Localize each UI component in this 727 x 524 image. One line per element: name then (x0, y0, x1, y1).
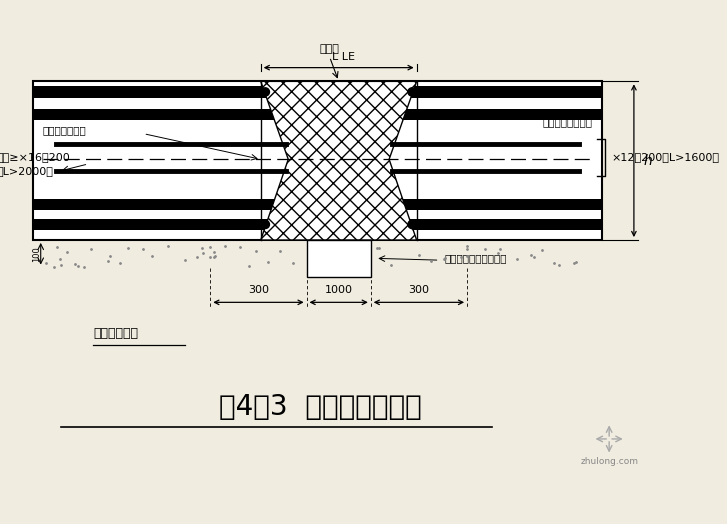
Circle shape (116, 220, 124, 228)
Text: 1000: 1000 (325, 285, 353, 295)
Circle shape (116, 200, 124, 209)
Circle shape (233, 110, 242, 118)
Circle shape (233, 200, 242, 209)
Bar (33, 109, 602, 120)
Circle shape (581, 88, 590, 96)
Circle shape (46, 88, 54, 96)
Circle shape (408, 200, 416, 209)
Text: ×12－200（L>1600）: ×12－200（L>1600） (611, 152, 719, 162)
Circle shape (510, 88, 519, 96)
Circle shape (233, 220, 242, 228)
Circle shape (75, 220, 84, 228)
Text: h: h (643, 154, 652, 168)
Circle shape (552, 110, 560, 118)
Text: 底板另加凹槽及防水层: 底板另加凹槽及防水层 (444, 253, 507, 264)
Circle shape (261, 110, 270, 118)
Circle shape (552, 220, 560, 228)
Bar (33, 81, 602, 240)
Circle shape (408, 220, 416, 228)
Circle shape (510, 110, 519, 118)
Text: zhulong.com: zhulong.com (580, 457, 638, 466)
Text: 另加≥×16－200: 另加≥×16－200 (0, 152, 71, 162)
Circle shape (435, 220, 443, 228)
Circle shape (46, 220, 54, 228)
Text: 后浇带: 后浇带 (320, 45, 340, 54)
Circle shape (435, 110, 443, 118)
Circle shape (408, 110, 416, 118)
Text: 300: 300 (409, 285, 430, 295)
Text: 300: 300 (248, 285, 269, 295)
Circle shape (233, 88, 242, 96)
Text: （底板、梁）: （底板、梁） (93, 327, 138, 340)
Circle shape (435, 200, 443, 209)
Circle shape (581, 220, 590, 228)
Bar (33, 219, 602, 230)
Circle shape (552, 200, 560, 209)
Circle shape (510, 220, 519, 228)
Bar (33, 86, 602, 98)
Text: 100: 100 (32, 246, 41, 261)
Circle shape (75, 88, 84, 96)
Polygon shape (307, 240, 371, 277)
Circle shape (116, 88, 124, 96)
Circle shape (435, 88, 443, 96)
Bar (33, 199, 602, 210)
Circle shape (581, 200, 590, 209)
Circle shape (261, 200, 270, 209)
Text: 图4－3  施工后浇带做法: 图4－3 施工后浇带做法 (220, 393, 422, 421)
Text: L LE: L LE (332, 52, 355, 62)
Circle shape (75, 110, 84, 118)
Circle shape (408, 88, 416, 96)
Circle shape (261, 220, 270, 228)
Circle shape (510, 200, 519, 209)
Circle shape (46, 110, 54, 118)
Circle shape (552, 88, 560, 96)
Text: 专用金属板隔断: 专用金属板隔断 (43, 125, 87, 135)
Circle shape (116, 110, 124, 118)
Circle shape (75, 200, 84, 209)
Text: 梁侧面另加分布筋: 梁侧面另加分布筋 (542, 118, 593, 128)
Text: （L>2000）: （L>2000） (0, 166, 54, 176)
Circle shape (261, 88, 270, 96)
Circle shape (46, 200, 54, 209)
Circle shape (581, 110, 590, 118)
Polygon shape (261, 81, 417, 240)
